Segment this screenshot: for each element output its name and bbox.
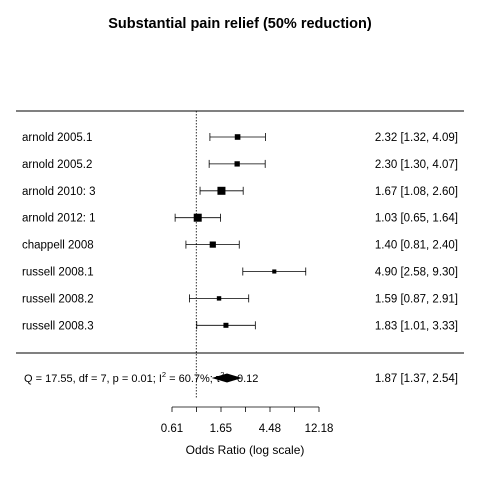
study-rows: arnold 2005.1 2.32 [1.32, 4.09]arnold 200…: [22, 132, 458, 332]
ci-text: 2.32 [1.32, 4.09]: [375, 132, 458, 144]
summary-row: Q = 17.55, df = 7, p = 0.01; I2 = 60.7%;…: [24, 370, 458, 385]
heterogeneity-part: Q = 17.55, df = 7, p = 0.01; I: [24, 373, 162, 385]
study-label: arnold 2012: 1: [22, 213, 96, 225]
study-row: russell 2008.1 4.90 [2.58, 9.30]: [22, 267, 458, 279]
ci-text: 1.67 [1.08, 2.60]: [375, 186, 458, 198]
study-row: chappell 2008 1.40 [0.81, 2.40]: [22, 240, 458, 252]
study-label: chappell 2008: [22, 240, 94, 252]
point-estimate: [223, 322, 229, 328]
x-axis-label: Odds Ratio (log scale): [186, 443, 305, 457]
axis-tick-label: 0.61: [161, 423, 183, 435]
study-row: arnold 2012: 1 1.03 [0.65, 1.64]: [22, 213, 458, 225]
study-label: russell 2008.2: [22, 293, 94, 305]
superscript: 2: [220, 370, 224, 379]
ci-text: 1.40 [0.81, 2.40]: [375, 240, 458, 252]
point-estimate: [209, 241, 216, 248]
summary-ci-text: 1.87 [1.37, 2.54]: [375, 373, 458, 385]
ci-text: 1.03 [0.65, 1.64]: [375, 213, 458, 225]
heterogeneity-text: Q = 17.55, df = 7, p = 0.01; I2 = 60.7%;…: [24, 370, 258, 385]
axis-tick-label: 4.48: [259, 423, 281, 435]
study-row: russell 2008.2 1.59 [0.87, 2.91]: [22, 293, 458, 305]
ci-text: 1.59 [0.87, 2.91]: [375, 293, 458, 305]
chart-title: Substantial pain relief (50% reduction): [108, 16, 372, 32]
ci-text: 1.83 [1.01, 3.33]: [375, 320, 458, 332]
study-label: russell 2008.1: [22, 267, 94, 279]
summary-diamond: [211, 373, 243, 383]
study-row: arnold 2005.1 2.32 [1.32, 4.09]: [22, 132, 458, 144]
x-axis: 0.61 1.65 4.48 12.18: [161, 406, 334, 435]
point-estimate: [193, 213, 202, 222]
study-label: arnold 2005.2: [22, 159, 92, 171]
axis-tick-label: 1.65: [210, 423, 232, 435]
ci-text: 2.30 [1.30, 4.07]: [375, 159, 458, 171]
study-row: arnold 2005.2 2.30 [1.30, 4.07]: [22, 159, 458, 171]
superscript: 2: [162, 370, 166, 379]
ci-text: 4.90 [2.58, 9.30]: [375, 267, 458, 279]
heterogeneity-part: = 0.12: [224, 373, 258, 385]
point-estimate: [217, 186, 226, 195]
point-estimate: [234, 134, 241, 140]
study-label: arnold 2005.1: [22, 132, 92, 144]
axis-tick-label: 12.18: [305, 423, 334, 435]
point-estimate: [216, 296, 222, 301]
heterogeneity-part: = 60.7%; τ: [166, 373, 221, 385]
point-estimate: [272, 269, 277, 274]
study-row: russell 2008.3 1.83 [1.01, 3.33]: [22, 320, 458, 332]
study-row: arnold 2010: 3 1.67 [1.08, 2.60]: [22, 186, 458, 198]
study-label: russell 2008.3: [22, 320, 94, 332]
study-label: arnold 2010: 3: [22, 186, 96, 198]
point-estimate: [234, 161, 240, 167]
